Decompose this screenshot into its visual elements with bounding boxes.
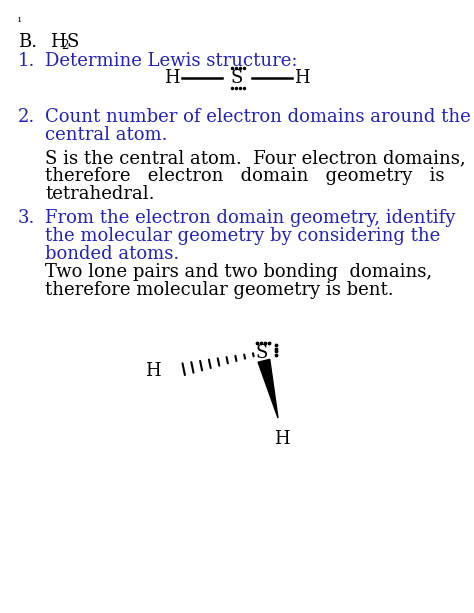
Text: 3.: 3. (18, 209, 36, 227)
Text: Determine Lewis structure:: Determine Lewis structure: (45, 52, 298, 70)
Polygon shape (258, 359, 278, 418)
Text: the molecular geometry by considering the: the molecular geometry by considering th… (45, 227, 440, 245)
Text: ı: ı (18, 15, 21, 24)
Text: H: H (164, 69, 180, 87)
Text: bonded atoms.: bonded atoms. (45, 245, 179, 263)
Text: S: S (256, 344, 268, 362)
Text: H: H (146, 362, 161, 380)
Text: 1.: 1. (18, 52, 36, 70)
Text: tetrahedral.: tetrahedral. (45, 185, 155, 203)
Text: S: S (231, 69, 243, 87)
Text: H: H (50, 33, 65, 51)
Text: H: H (274, 430, 290, 448)
Text: therefore molecular geometry is bent.: therefore molecular geometry is bent. (45, 281, 393, 299)
Text: central atom.: central atom. (45, 126, 167, 144)
Text: H: H (294, 69, 310, 87)
Text: 2.: 2. (18, 108, 35, 126)
Text: Two lone pairs and two bonding  domains,: Two lone pairs and two bonding domains, (45, 263, 432, 281)
Text: therefore   electron   domain   geometry   is: therefore electron domain geometry is (45, 167, 445, 185)
Text: From the electron domain geometry, identify: From the electron domain geometry, ident… (45, 209, 456, 227)
Text: S: S (67, 33, 79, 51)
Text: S is the central atom.  Four electron domains,: S is the central atom. Four electron dom… (45, 149, 465, 167)
Text: Count number of electron domains around the: Count number of electron domains around … (45, 108, 471, 126)
Text: B.: B. (18, 33, 37, 51)
Text: 2: 2 (61, 39, 68, 52)
